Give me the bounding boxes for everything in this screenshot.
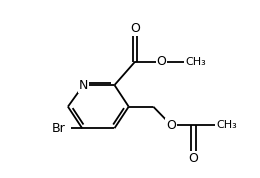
Text: O: O bbox=[157, 55, 166, 68]
Text: Br: Br bbox=[52, 122, 66, 135]
Text: O: O bbox=[166, 119, 176, 132]
Text: O: O bbox=[130, 22, 140, 35]
Text: N: N bbox=[79, 78, 88, 91]
Text: CH₃: CH₃ bbox=[186, 57, 206, 67]
Text: O: O bbox=[188, 152, 198, 165]
Text: CH₃: CH₃ bbox=[217, 120, 237, 130]
